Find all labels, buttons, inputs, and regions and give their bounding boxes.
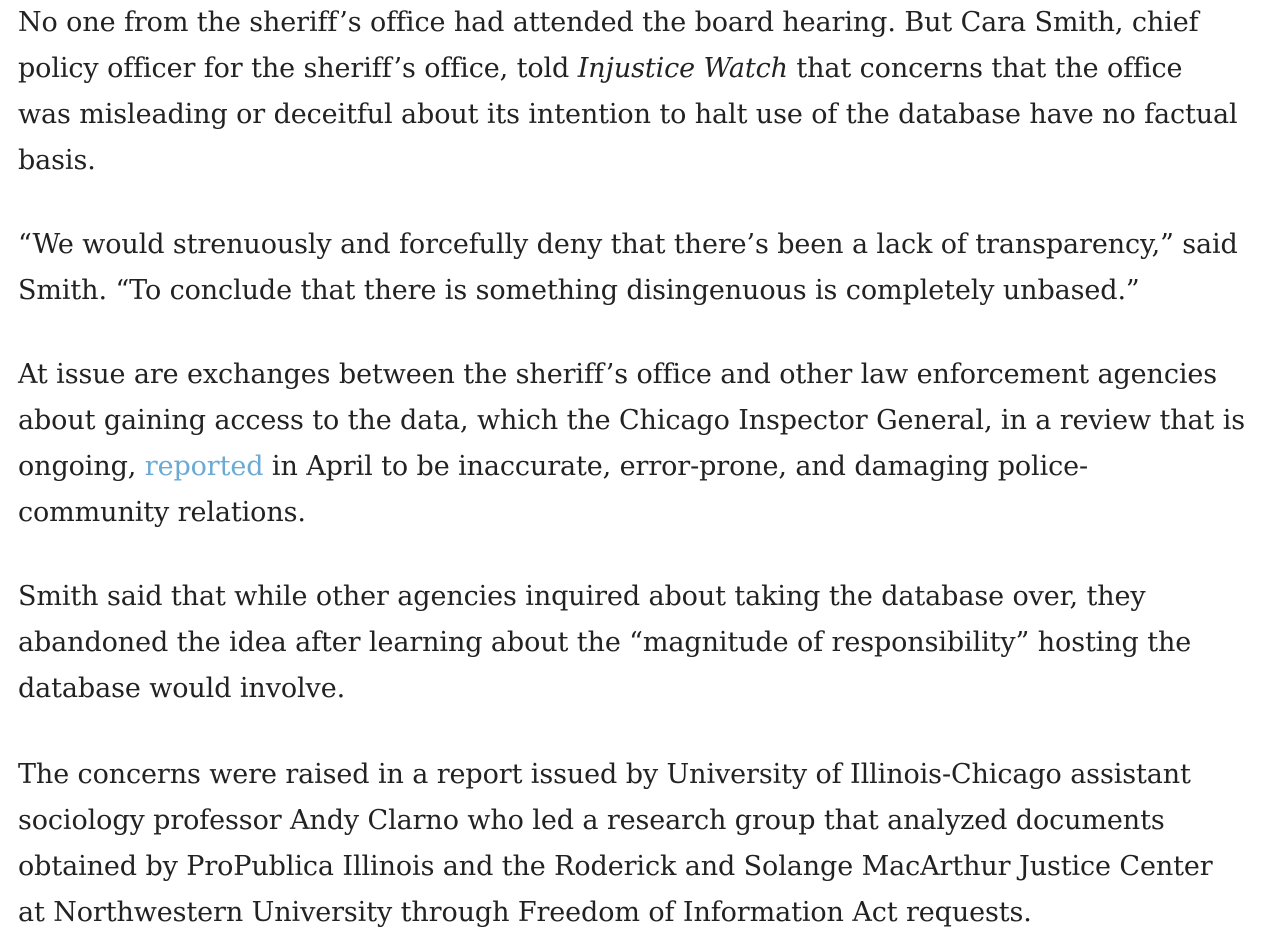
- text-line: abandoned the idea after learning about …: [18, 627, 1192, 658]
- text-line: Smith. “To conclude that there is someth…: [18, 275, 1140, 306]
- text-line: At issue are exchanges between the sheri…: [18, 359, 1218, 390]
- text-line: ongoing, reported in April to be inaccur…: [18, 444, 1245, 490]
- publication-name: Injustice Watch: [577, 53, 788, 84]
- reported-link[interactable]: reported: [144, 451, 264, 482]
- text-line: The concerns were raised in a report iss…: [18, 759, 1191, 790]
- paragraph-smith-response: No one from the sheriff’s office had att…: [18, 0, 1238, 184]
- text-line: was misleading or deceitful about its in…: [18, 99, 1238, 130]
- text-segment: policy officer for the sheriff’s office,…: [18, 53, 578, 84]
- text-line: obtained by ProPublica Illinois and the …: [18, 851, 1213, 882]
- text-segment: ongoing,: [18, 451, 145, 482]
- text-line: Smith said that while other agencies inq…: [18, 581, 1146, 612]
- text-line: sociology professor Andy Clarno who led …: [18, 805, 1165, 836]
- text-line: database would involve.: [18, 673, 346, 704]
- text-line: community relations.: [18, 497, 306, 528]
- paragraph-smith-quote: “We would strenuously and forcefully den…: [18, 222, 1238, 314]
- text-segment: that concerns that the office: [787, 53, 1183, 84]
- text-segment: in April to be inaccurate, error-prone, …: [263, 451, 1089, 482]
- text-line: basis.: [18, 145, 96, 176]
- paragraph-at-issue: At issue are exchanges between the sheri…: [18, 352, 1245, 536]
- text-line: No one from the sheriff’s office had att…: [18, 7, 1199, 38]
- text-line: “We would strenuously and forcefully den…: [18, 229, 1238, 260]
- paragraph-concerns-report: The concerns were raised in a report iss…: [18, 752, 1213, 936]
- text-line: policy officer for the sheriff’s office,…: [18, 46, 1238, 92]
- paragraph-other-agencies: Smith said that while other agencies inq…: [18, 574, 1191, 712]
- text-line: about gaining access to the data, which …: [18, 405, 1246, 436]
- text-line: at Northwestern University through Freed…: [18, 897, 1032, 928]
